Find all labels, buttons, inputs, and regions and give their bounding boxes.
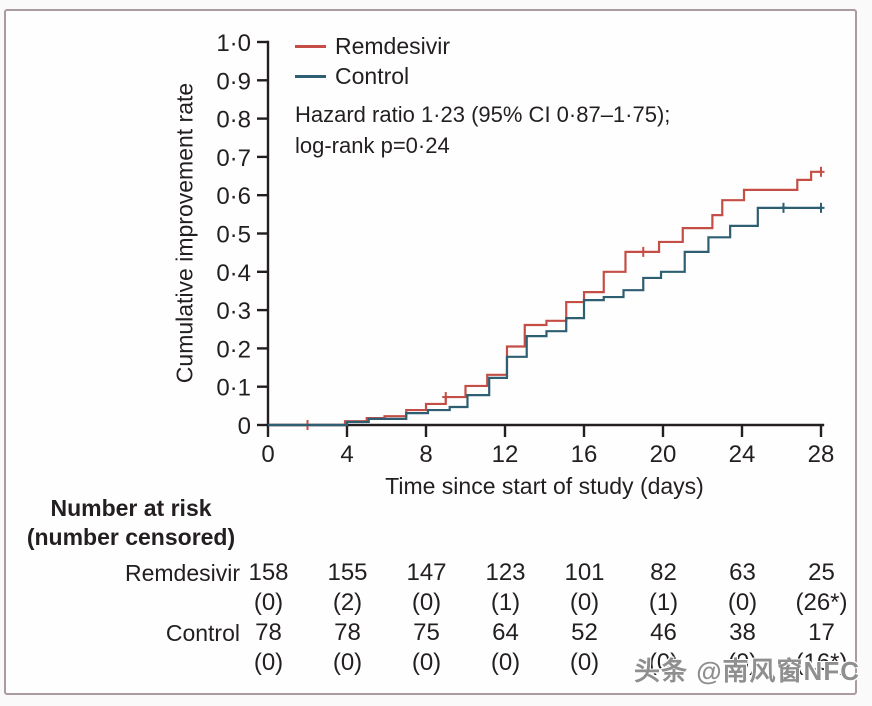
- legend-label-remdesivir: Remdesivir: [335, 32, 451, 59]
- risk-table-header-line1: Number at risk: [50, 495, 212, 521]
- x-tick-label: 28: [808, 441, 835, 468]
- risk-censored-cell: (16*): [795, 649, 848, 676]
- risk-censored-cell: (0): [490, 649, 521, 676]
- y-tick-label: 0·8: [216, 107, 251, 134]
- risk-censored-cell: (1): [648, 589, 679, 616]
- x-tick-label: 4: [340, 441, 353, 468]
- risk-censored-cell: (0): [727, 589, 758, 616]
- x-tick-label: 8: [419, 441, 432, 468]
- x-tick-label: 0: [261, 441, 274, 468]
- risk-count-cell: 147: [406, 559, 447, 586]
- risk-table-grid: 158 155 147 123 101 82 63 25 (0) (2) (0) (1) (0) (1) (…: [229, 558, 861, 678]
- y-tick-label: 0·6: [216, 183, 251, 210]
- risk-count-cell: 64: [492, 619, 519, 646]
- y-axis-title: Cumulative improvement rate: [171, 82, 198, 384]
- risk-censored-cell: (0): [253, 649, 284, 676]
- risk-censored-cell: (0): [411, 589, 442, 616]
- risk-censored-cell: (0): [569, 589, 600, 616]
- risk-count-cell: 78: [255, 619, 282, 646]
- risk-censored-cell: (0): [569, 649, 600, 676]
- risk-count-cell: 38: [729, 619, 756, 646]
- risk-count-cell: 63: [729, 559, 756, 586]
- risk-censored-cell: (1): [490, 589, 521, 616]
- risk-count-cell: 155: [327, 559, 368, 586]
- y-tick-label: 0·4: [216, 260, 251, 287]
- legend-item-control: Control: [295, 61, 409, 91]
- risk-table-header: Number at risk (number censored): [16, 494, 246, 552]
- y-tick-label: 1·0: [216, 30, 251, 57]
- risk-count-cell: 17: [808, 619, 835, 646]
- risk-censored-cell: (0): [727, 649, 758, 676]
- x-tick-label: 20: [650, 441, 677, 468]
- watermark: 头条 @南风窗NFC: [633, 656, 860, 686]
- risk-count-cell: 75: [413, 619, 440, 646]
- hazard-ratio-line: Hazard ratio 1·23 (95% CI 0·87–1·75);: [295, 102, 671, 127]
- x-tick-label: 16: [571, 441, 598, 468]
- legend-item-remdesivir: Remdesivir: [295, 31, 450, 61]
- remdesivir-step-curve: [268, 170, 821, 427]
- figure-border-frame: [4, 9, 857, 695]
- y-tick-label: 0·3: [216, 298, 251, 325]
- risk-table-header-line2: (number censored): [26, 524, 236, 550]
- risk-censored-cell: (0): [648, 649, 679, 676]
- risk-count-cell: 158: [248, 559, 289, 586]
- y-tick-label: 0·9: [216, 68, 251, 95]
- risk-censored-cell: (0): [332, 649, 363, 676]
- risk-censored-cell: (2): [332, 589, 363, 616]
- risk-count-cell: 46: [650, 619, 677, 646]
- risk-count-cell: 52: [571, 619, 598, 646]
- control-step-curve: [268, 206, 821, 427]
- risk-count-cell: 25: [808, 559, 835, 586]
- y-tick-label: 0: [238, 413, 251, 440]
- y-tick-label: 0·5: [216, 222, 251, 249]
- risk-count-cell: 78: [334, 619, 361, 646]
- y-tick-label: 0·1: [216, 375, 251, 402]
- legend-label-control: Control: [335, 62, 410, 89]
- remdesivir-line-swatch: [295, 44, 326, 48]
- risk-row-label-control: Control: [165, 620, 240, 646]
- y-tick-label: 0·7: [216, 145, 251, 172]
- y-tick-label: 0·2: [216, 336, 251, 363]
- risk-censored-cell: (26*): [795, 589, 848, 616]
- risk-censored-cell: (0): [411, 649, 442, 676]
- x-tick-label: 24: [729, 441, 756, 468]
- control-line-swatch: [295, 74, 326, 78]
- risk-count-cell: 123: [485, 559, 526, 586]
- risk-count-cell: 82: [650, 559, 677, 586]
- risk-count-cell: 101: [564, 559, 605, 586]
- log-rank-line: log-rank p=0·24: [295, 133, 450, 158]
- x-axis-title: Time since start of study (days): [385, 473, 704, 499]
- hazard-ratio-annotation: Hazard ratio 1·23 (95% CI 0·87–1·75); lo…: [295, 99, 670, 161]
- risk-censored-cell: (0): [253, 589, 284, 616]
- x-tick-label: 12: [492, 441, 519, 468]
- risk-row-label-remdesivir: Remdesivir: [124, 560, 240, 586]
